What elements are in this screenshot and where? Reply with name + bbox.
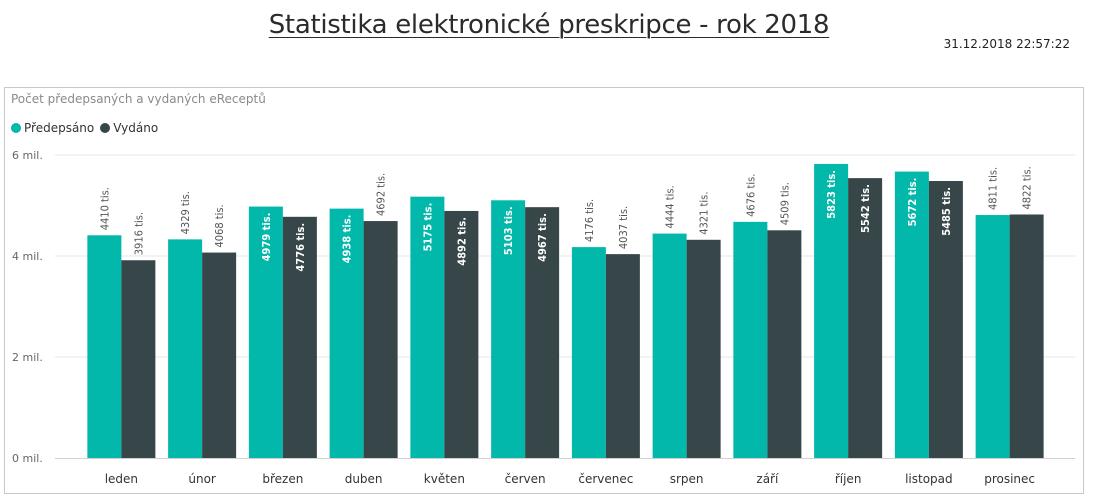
- data-label: 4938 tis.: [341, 215, 354, 264]
- data-label: 4892 tis.: [455, 217, 468, 266]
- data-label: 4811 tis.: [987, 167, 1000, 210]
- data-label: 4410 tis.: [98, 187, 111, 230]
- y-tick-label: 6 mil.: [12, 149, 43, 162]
- data-label: 5175 tis.: [421, 203, 434, 252]
- chart-legend: Předepsáno Vydáno: [11, 121, 160, 135]
- x-tick-label: prosinec: [984, 472, 1035, 486]
- data-label: 4509 tis.: [778, 182, 791, 225]
- data-label: 4776 tis.: [294, 223, 307, 272]
- x-tick-label: květen: [424, 472, 465, 486]
- data-label: 5103 tis.: [502, 206, 515, 255]
- x-tick-label: únor: [188, 472, 216, 486]
- data-label: 4692 tis.: [375, 173, 388, 216]
- data-label: 4822 tis.: [1021, 166, 1034, 209]
- data-label: 4979 tis.: [260, 213, 273, 262]
- y-tick-label: 4 mil.: [12, 250, 43, 263]
- bar-vydano[interactable]: [282, 216, 317, 458]
- bar-predepsano[interactable]: [733, 221, 768, 458]
- chart-frame: [4, 87, 1084, 494]
- data-label: 4676 tis.: [744, 174, 757, 217]
- legend-label-predepsano: Předepsáno: [24, 121, 95, 135]
- data-label: 4967 tis.: [536, 213, 549, 262]
- x-tick-label: listopad: [905, 472, 953, 486]
- bar-vydano[interactable]: [121, 260, 156, 458]
- data-label: 4068 tis.: [213, 204, 226, 247]
- legend-item-vydano[interactable]: Vydáno: [100, 121, 158, 135]
- data-label: 4037 tis.: [617, 206, 630, 249]
- bar-predepsano[interactable]: [975, 215, 1010, 458]
- legend-label-vydano: Vydáno: [113, 121, 159, 135]
- bar-vydano[interactable]: [605, 254, 640, 458]
- y-tick-label: 0 mil.: [12, 452, 43, 465]
- bar-vydano[interactable]: [767, 230, 802, 458]
- x-tick-label: duben: [345, 472, 383, 486]
- y-tick-label: 2 mil.: [12, 351, 43, 364]
- x-tick-label: březen: [262, 472, 303, 486]
- bar-predepsano[interactable]: [894, 171, 929, 458]
- bar-vydano[interactable]: [686, 239, 721, 458]
- bar-vydano[interactable]: [928, 181, 963, 458]
- data-label: 4444 tis.: [664, 185, 677, 228]
- legend-item-predepsano[interactable]: Předepsáno: [11, 121, 94, 135]
- bar-predepsano[interactable]: [652, 233, 687, 458]
- bar-vydano[interactable]: [202, 252, 237, 458]
- x-tick-label: červenec: [578, 472, 633, 486]
- bar-predepsano[interactable]: [248, 206, 283, 458]
- data-label: 5485 tis.: [940, 187, 953, 236]
- bar-predepsano[interactable]: [491, 200, 526, 458]
- refresh-timestamp: 31.12.2018 22:57:22: [943, 37, 1070, 51]
- data-label: 4329 tis.: [179, 191, 192, 234]
- data-label: 5823 tis.: [825, 170, 838, 219]
- x-tick-label: září: [756, 472, 779, 486]
- bar-vydano[interactable]: [848, 178, 883, 458]
- bar-predepsano[interactable]: [87, 235, 122, 458]
- bar-vydano[interactable]: [363, 221, 398, 458]
- page-title: Statistika elektronické preskripce - rok…: [268, 10, 830, 40]
- x-tick-label: říjen: [835, 472, 862, 486]
- legend-marker-vydano: [100, 123, 111, 133]
- bar-vydano[interactable]: [525, 207, 560, 458]
- legend-marker-predepsano: [11, 123, 21, 133]
- data-label: 3916 tis.: [132, 212, 145, 255]
- bar-predepsano[interactable]: [329, 208, 364, 458]
- bar-predepsano[interactable]: [168, 239, 203, 458]
- bar-vydano[interactable]: [444, 210, 479, 458]
- data-label: 4321 tis.: [698, 192, 711, 235]
- data-label: 5542 tis.: [859, 184, 872, 233]
- x-tick-label: srpen: [670, 472, 704, 486]
- chart-title: Počet předepsaných a vydaných eReceptů: [11, 92, 266, 106]
- bar-vydano[interactable]: [1009, 214, 1044, 458]
- bar-predepsano[interactable]: [814, 163, 849, 458]
- bar-predepsano[interactable]: [410, 196, 445, 458]
- x-tick-label: červen: [505, 472, 546, 486]
- x-tick-label: leden: [105, 472, 138, 486]
- data-label: 4176 tis.: [583, 199, 596, 242]
- bar-predepsano[interactable]: [571, 247, 606, 458]
- data-label: 5672 tis.: [906, 178, 919, 227]
